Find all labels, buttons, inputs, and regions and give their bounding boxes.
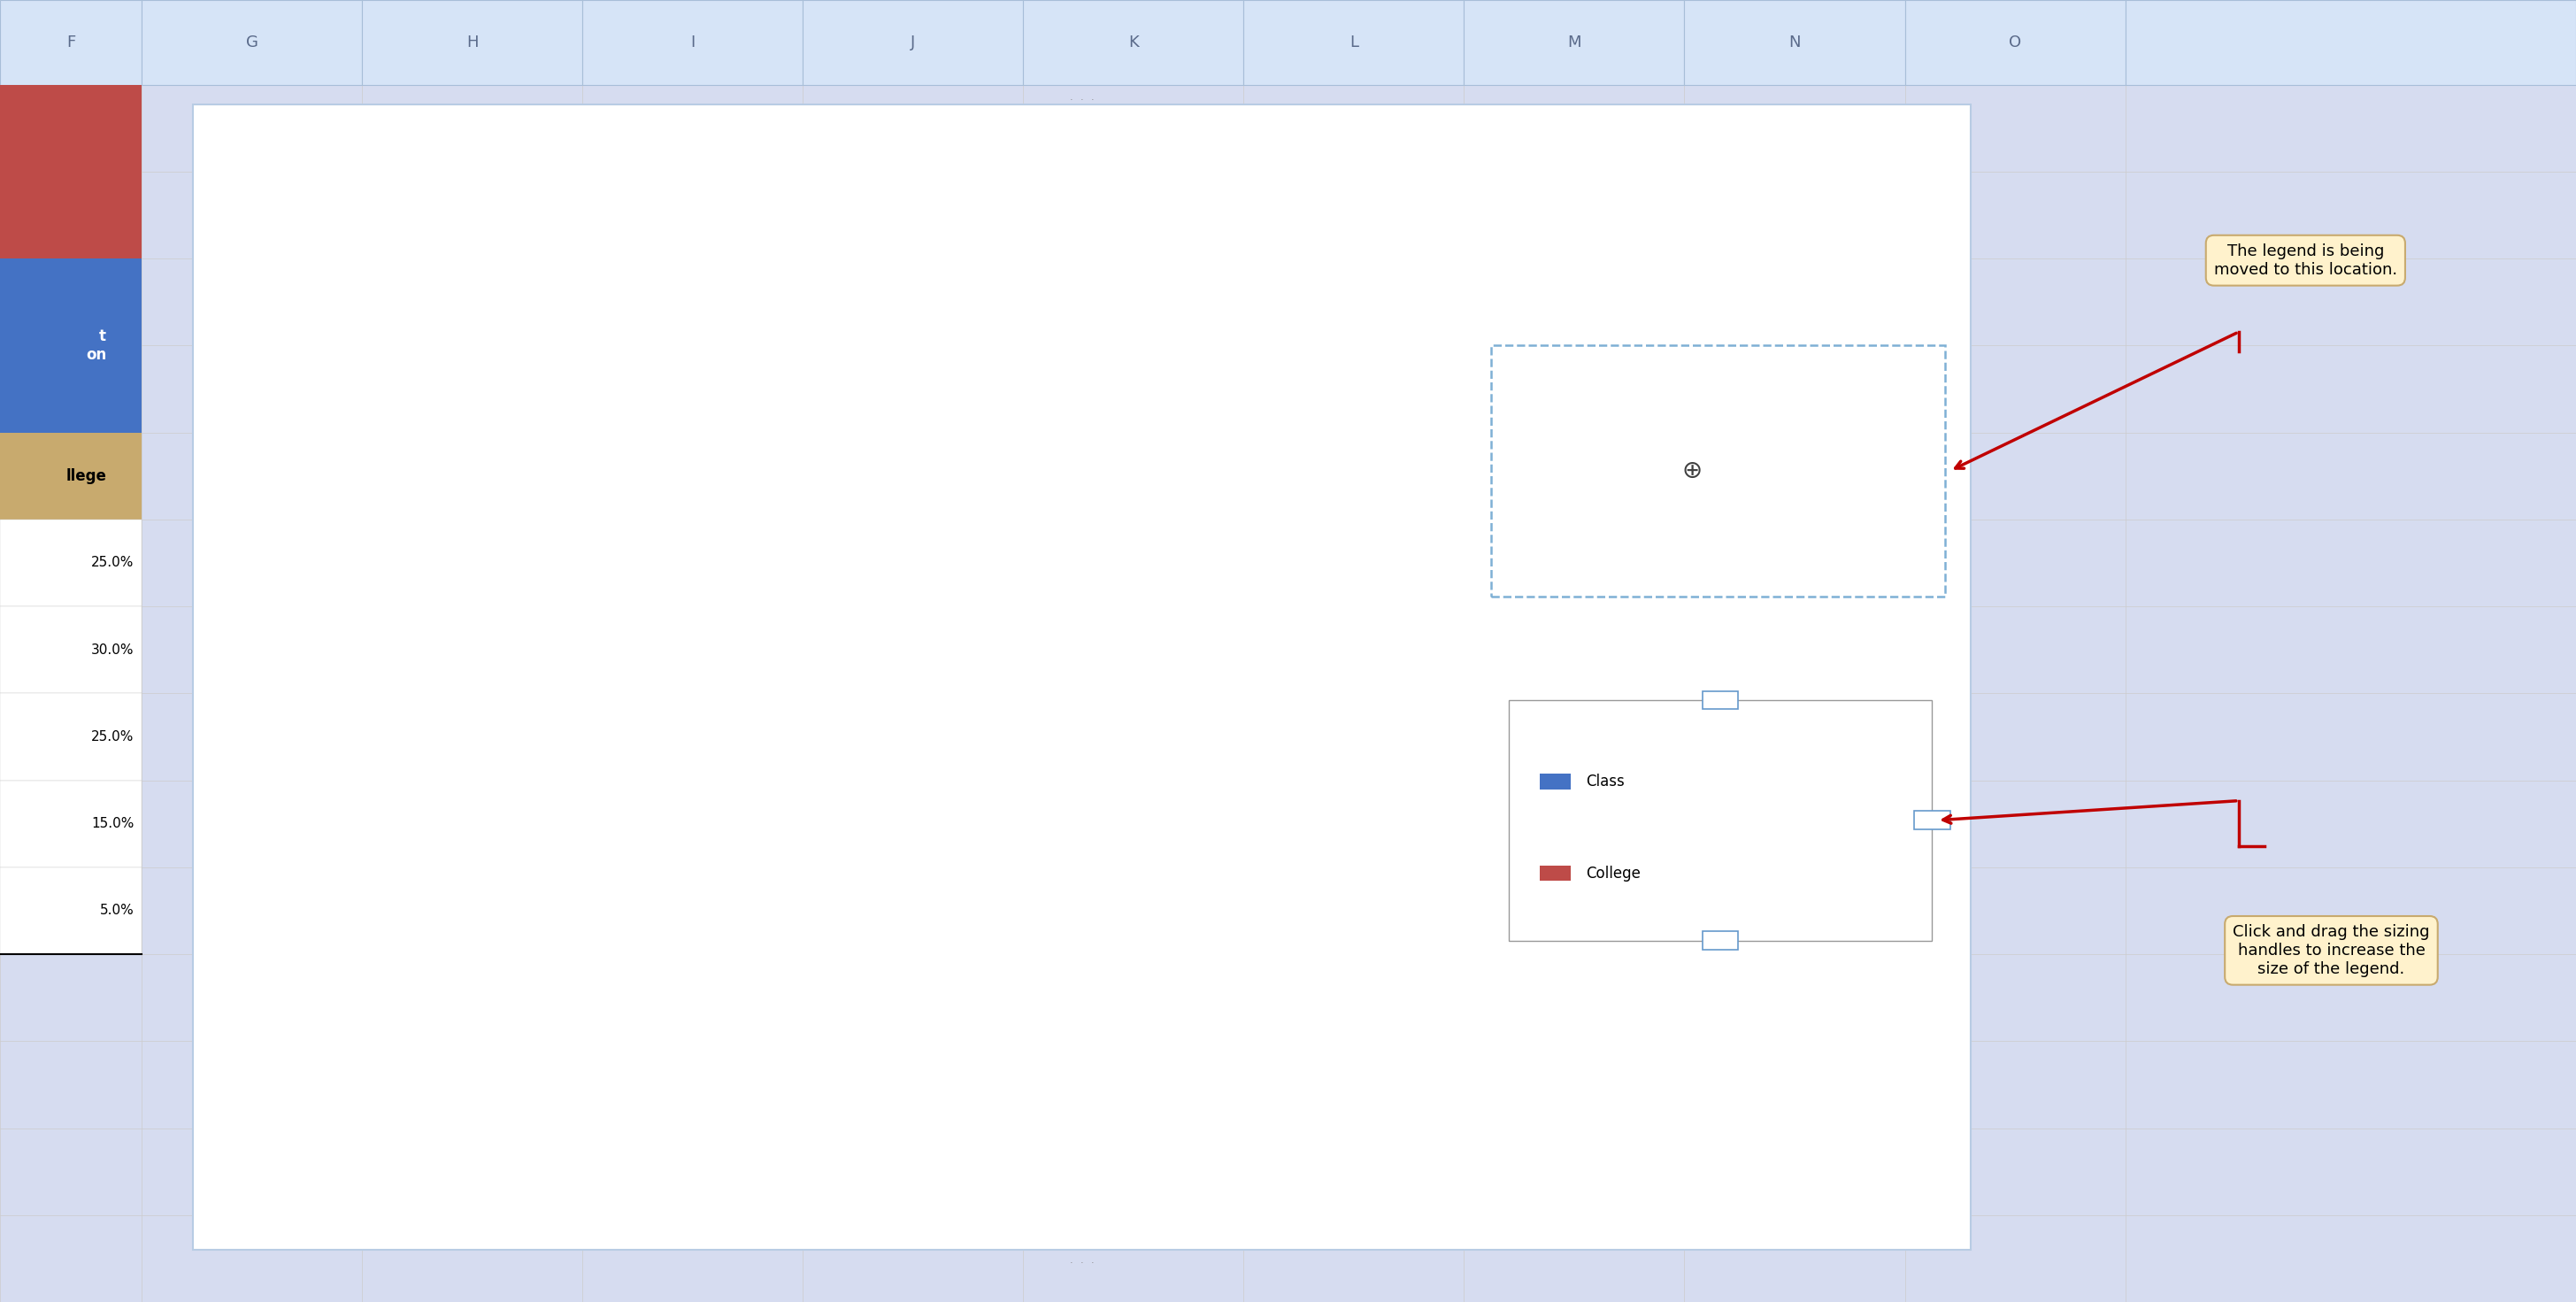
- Text: College: College: [1587, 866, 1641, 881]
- Circle shape: [1698, 689, 1744, 712]
- Bar: [379, 631, 492, 1146]
- Text: ⊕: ⊕: [1682, 458, 1703, 483]
- Bar: [981, 341, 1095, 1146]
- Text: J: J: [912, 34, 914, 51]
- Text: K: K: [1128, 34, 1139, 51]
- Circle shape: [1909, 809, 1955, 832]
- Text: M: M: [1566, 34, 1582, 51]
- Legend: Class, College: Class, College: [1780, 1009, 1886, 1061]
- Bar: [1283, 829, 1396, 1146]
- Bar: [680, 314, 793, 1146]
- Text: llege: llege: [64, 467, 106, 484]
- Text: 5.0%: 5.0%: [100, 904, 134, 918]
- Text: O: O: [2009, 34, 2022, 51]
- Bar: [1396, 750, 1510, 1146]
- Text: H: H: [466, 34, 479, 51]
- Text: The legend is being
moved to this location.: The legend is being moved to this locati…: [2213, 243, 2398, 277]
- Circle shape: [1909, 928, 1955, 952]
- Text: .: .: [1090, 1256, 1095, 1264]
- Text: .: .: [1079, 94, 1084, 102]
- Text: .: .: [1079, 1256, 1084, 1264]
- Text: t
on: t on: [85, 328, 106, 363]
- Text: 30.0%: 30.0%: [90, 643, 134, 656]
- Text: Class: Class: [1587, 773, 1625, 790]
- Text: .: .: [1090, 94, 1095, 102]
- Circle shape: [1909, 689, 1955, 712]
- Text: I: I: [690, 34, 696, 51]
- Text: .: .: [1069, 1256, 1074, 1264]
- Circle shape: [1698, 928, 1744, 952]
- Text: G: G: [245, 34, 258, 51]
- Text: 15.0%: 15.0%: [90, 818, 134, 831]
- Text: N: N: [1788, 34, 1801, 51]
- Text: 25.0%: 25.0%: [90, 730, 134, 743]
- Bar: [1584, 987, 1698, 1146]
- Bar: [793, 354, 907, 1146]
- Text: L: L: [1350, 34, 1358, 51]
- Text: 25.0%: 25.0%: [90, 556, 134, 569]
- Bar: [492, 486, 605, 1146]
- Circle shape: [1486, 928, 1533, 952]
- Bar: [1095, 486, 1208, 1146]
- Text: F: F: [67, 34, 75, 51]
- Text: .: .: [1069, 94, 1074, 102]
- Bar: [1698, 1014, 1811, 1146]
- Circle shape: [1486, 689, 1533, 712]
- Text: Click and drag the sizing
handles to increase the
size of the legend.: Click and drag the sizing handles to inc…: [2233, 924, 2429, 976]
- Title: Grade Distribution  Comparison: Grade Distribution Comparison: [832, 150, 1358, 180]
